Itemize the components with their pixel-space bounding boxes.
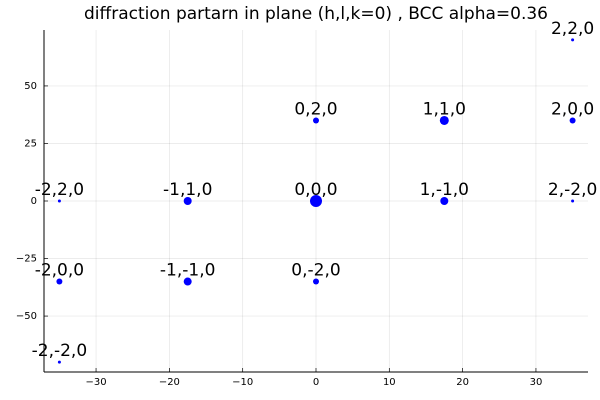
point [439,115,449,125]
x-tick-label: −20 [159,377,180,388]
point-label: -2,-2,0 [32,341,88,361]
point [183,197,192,205]
point-label: 0,0,0 [294,180,337,200]
point-label: -1,1,0 [163,180,212,200]
chart-title: diffraction partarn in plane (h,l,k=0) ,… [84,4,548,24]
point [569,117,576,124]
x-tick-label: 10 [383,377,396,388]
point [183,277,192,286]
point [571,38,575,42]
point [57,360,61,364]
point-label: -1,-1,0 [160,261,216,281]
x-tick-label: 0 [313,377,319,388]
point-label: 2,-2,0 [548,180,597,200]
point-label: 2,0,0 [551,99,594,119]
point [313,117,319,124]
x-tick-label: 20 [456,377,469,388]
y-tick-label: 0 [31,196,37,207]
point-label: 2,2,0 [551,19,594,39]
point [571,199,575,203]
point [310,195,322,207]
y-tick-label: −50 [16,311,37,322]
point-label: 0,2,0 [294,99,337,119]
point [313,278,319,285]
point-label: 1,-1,0 [420,180,469,200]
point-label: 0,-2,0 [291,261,340,281]
point [56,278,63,285]
point-label: -2,0,0 [35,261,84,281]
y-tick-label: −25 [16,254,37,265]
x-tick-label: 30 [530,377,543,388]
x-tick-label: −10 [232,377,253,388]
point-label: 1,1,0 [423,99,466,119]
x-tick-label: −30 [85,377,106,388]
point [57,199,61,203]
point-label: -2,2,0 [35,180,84,200]
y-tick-label: 50 [24,81,37,92]
y-tick-label: 25 [24,138,37,149]
point [440,197,449,205]
